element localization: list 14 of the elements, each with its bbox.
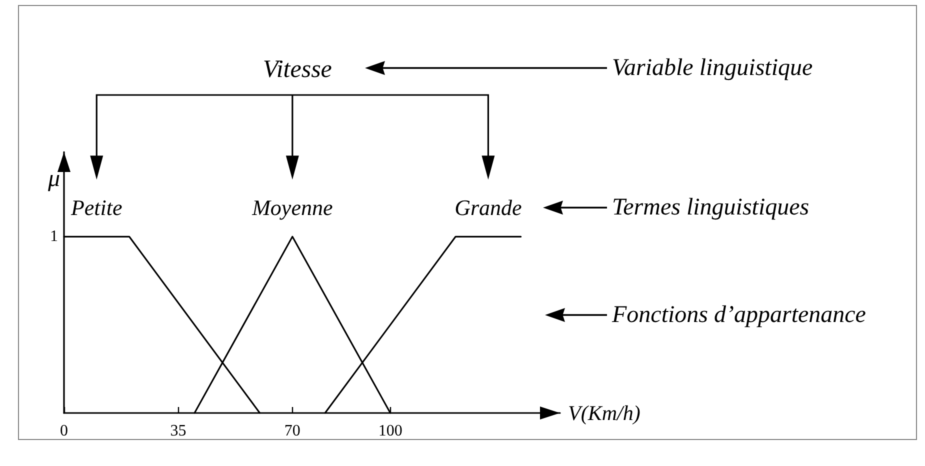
x-tick-label: 0 (60, 422, 68, 440)
annotation: 1 (50, 228, 58, 246)
x-tick-label: 100 (378, 422, 402, 440)
x-tick-label: 35 (170, 422, 186, 440)
series-label: Moyenne (251, 195, 333, 220)
text: Fonctions d’appartenance (611, 302, 866, 328)
x-tick-label: 70 (284, 422, 300, 440)
y-axis-title: μ (46, 166, 60, 192)
chart-title: Vitesse (262, 56, 332, 83)
x-axis-title: V(Km/h) (568, 401, 640, 425)
text: Variable linguistique (612, 55, 814, 81)
text: Termes linguistiques (612, 194, 810, 221)
series-label: Petite (70, 195, 123, 220)
legend-label: Grande (454, 195, 522, 220)
